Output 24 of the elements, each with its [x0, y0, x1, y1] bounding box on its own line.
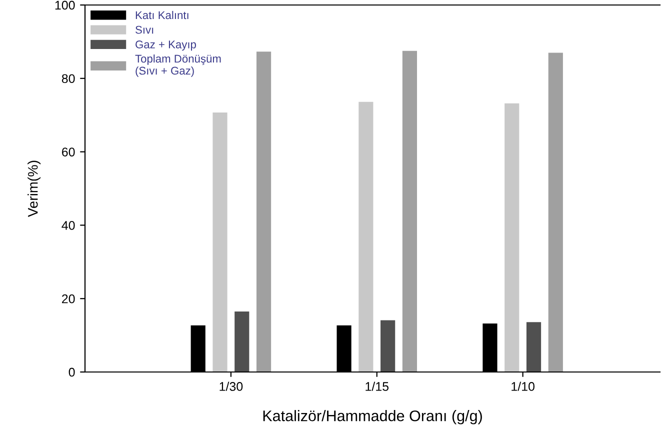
y-tick-label: 0	[68, 368, 75, 377]
bar	[504, 103, 520, 372]
y-tick-label: 60	[62, 148, 75, 156]
x-axis-title: Katalizör/Hammadde Oranı (g/g)	[263, 410, 482, 424]
y-tick-label: 80	[62, 74, 75, 84]
bar	[526, 322, 542, 372]
bar	[256, 52, 272, 372]
bar	[212, 112, 228, 372]
legend-label: Sıvı	[136, 26, 154, 34]
y-tick-label: 100	[55, 0, 75, 10]
y-axis-title: Verim(%)	[28, 160, 41, 217]
legend-label: Katı Kalıntı	[136, 10, 188, 20]
legend-label: Toplam Dönüşüm (Sıvı + Gaz)	[135, 54, 221, 77]
x-tick-label: 1/15	[366, 382, 389, 391]
bar	[234, 311, 250, 372]
x-tick-label: 1/10	[512, 382, 534, 391]
y-tick-label: 40	[62, 221, 75, 230]
x-tick-label: 1/30	[220, 382, 243, 391]
legend-label: Gaz + Kayıp	[136, 40, 196, 51]
bar	[402, 50, 418, 372]
y-tick-label: 20	[62, 294, 75, 304]
bar	[548, 52, 563, 372]
bar	[380, 320, 396, 372]
bar	[358, 102, 374, 372]
